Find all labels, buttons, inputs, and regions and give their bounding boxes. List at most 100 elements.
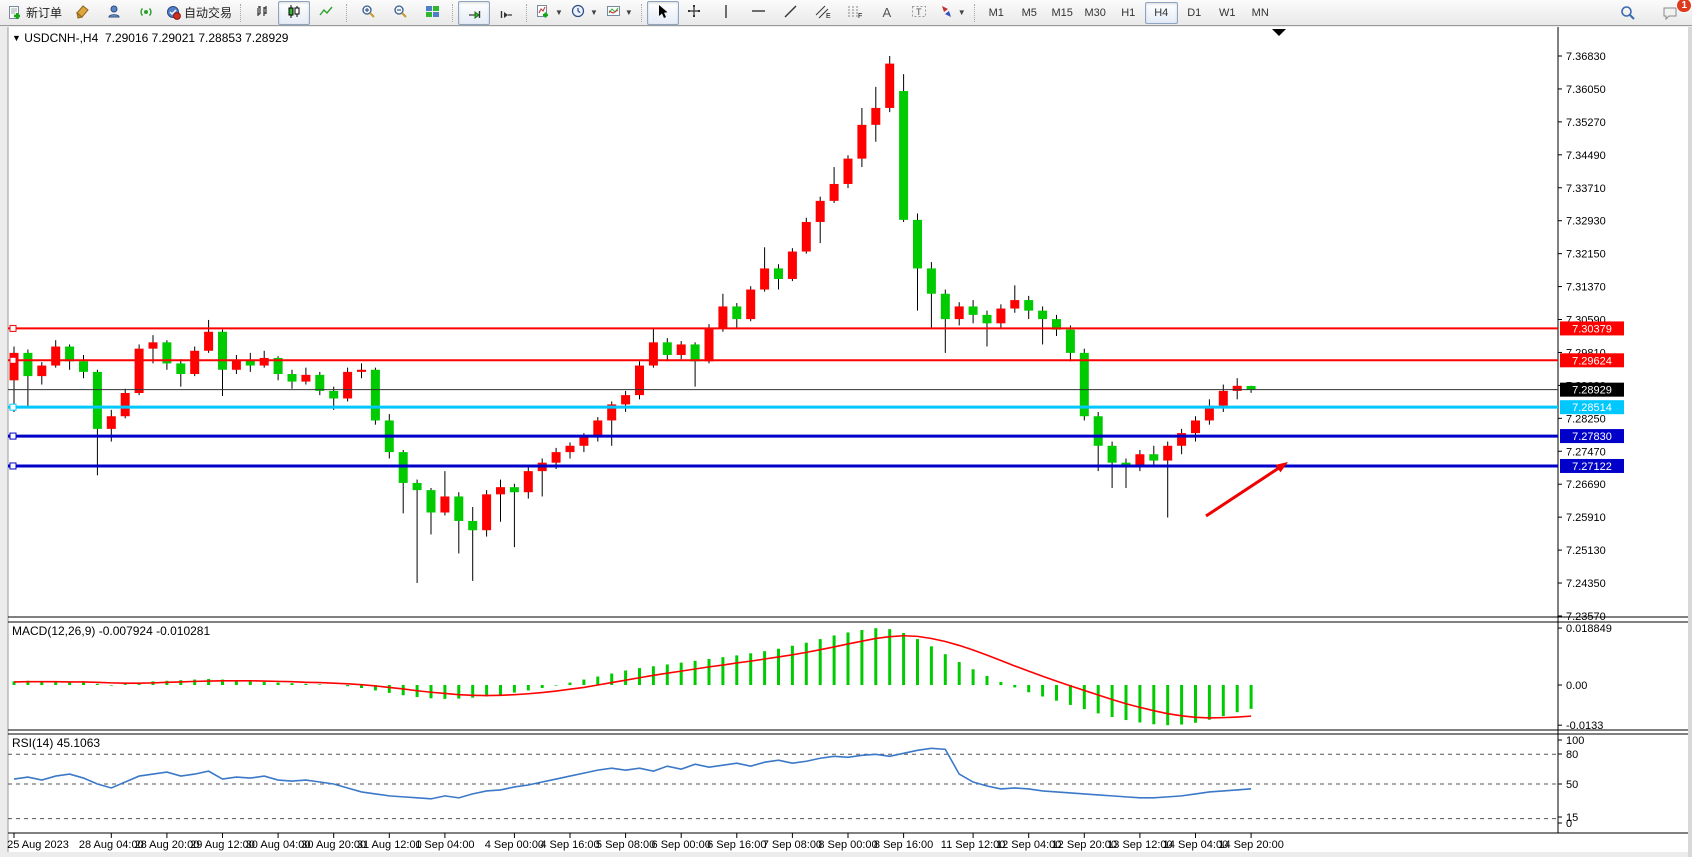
timeframe-m1-button[interactable]: M1 <box>988 6 1004 19</box>
candlestick-chart-button[interactable] <box>278 0 311 25</box>
svg-text:4 Sep 00:00: 4 Sep 00:00 <box>485 839 544 851</box>
rsi-value: 45.1063 <box>56 736 101 750</box>
svg-text:5 Sep 08:00: 5 Sep 08:00 <box>596 839 655 851</box>
timeframe-m15-button[interactable]: M15 <box>1051 6 1073 19</box>
svg-text:30 Aug 20:00: 30 Aug 20:00 <box>301 839 366 851</box>
timeframe-h1-button[interactable]: H1 <box>1121 6 1136 19</box>
vertical-line-icon <box>719 4 734 22</box>
profile-icon <box>107 4 122 22</box>
svg-text:1 Sep 04:00: 1 Sep 04:00 <box>415 839 474 851</box>
one-click-collapse-icon[interactable]: ▼ <box>12 33 21 43</box>
svg-text:F: F <box>858 13 862 19</box>
timeframe-w1-button[interactable]: W1 <box>1218 6 1236 19</box>
svg-text:25 Aug 2023: 25 Aug 2023 <box>7 839 69 851</box>
chart-symbol: USDCNH-,H4 <box>24 31 99 45</box>
autotrading-button[interactable]: 自动交易 <box>162 1 236 25</box>
svg-text:30 Aug 04:00: 30 Aug 04:00 <box>246 839 311 851</box>
timeframe-m30-button[interactable]: M30 <box>1084 6 1106 19</box>
svg-text:E: E <box>826 13 831 19</box>
autoscroll-icon <box>467 4 482 22</box>
macd-indicator-label: MACD(12,26,9) -0.007924 -0.010281 <box>12 624 210 638</box>
trend-arrow-object[interactable] <box>1205 462 1288 518</box>
svg-text:8 Sep 00:00: 8 Sep 00:00 <box>818 839 877 851</box>
svg-text:50: 50 <box>1566 779 1578 791</box>
templates-button[interactable]: ▼ <box>602 1 637 25</box>
svg-text:0.018849: 0.018849 <box>1566 623 1612 635</box>
timeframe-m5-button[interactable]: M5 <box>1021 6 1037 19</box>
svg-text:11 Sep 12:00: 11 Sep 12:00 <box>941 839 1006 851</box>
crosshair-tool-button[interactable] <box>679 1 711 25</box>
text-label-icon: T <box>911 4 927 22</box>
rsi-name: RSI(14) <box>12 736 54 750</box>
autotrading-label: 自动交易 <box>184 6 233 20</box>
toolbar-separator <box>640 3 643 22</box>
svg-text:7.26690: 7.26690 <box>1566 479 1606 491</box>
text-tool-icon: A <box>882 5 892 20</box>
indicators-icon <box>536 4 551 22</box>
vertical-line-tool-button[interactable] <box>711 1 743 25</box>
svg-text:15: 15 <box>1566 812 1578 824</box>
horizontal-line-tool-button[interactable] <box>743 1 775 25</box>
line-chart-button[interactable] <box>310 1 342 25</box>
periods-button[interactable]: ▼ <box>567 1 602 25</box>
profile-button[interactable] <box>98 1 130 25</box>
svg-text:7.30379: 7.30379 <box>1572 323 1612 335</box>
rsi-pane: 100 80 50 150 <box>8 735 1584 830</box>
trendline-icon <box>783 4 798 22</box>
svg-text:7.27470: 7.27470 <box>1566 446 1606 458</box>
channel-icon: E <box>815 4 831 22</box>
horizontal-line-object[interactable]: 7.27830 <box>8 429 1624 444</box>
timeframe-d1-button[interactable]: D1 <box>1187 6 1202 19</box>
macd-name: MACD(12,26,9) <box>12 624 96 638</box>
svg-text:7 Sep 08:00: 7 Sep 08:00 <box>763 839 822 851</box>
svg-text:7.31370: 7.31370 <box>1566 282 1606 294</box>
zoom-in-button[interactable] <box>352 1 384 25</box>
horizontal-line-object[interactable]: 7.27122 <box>8 458 1624 473</box>
autoscroll-button[interactable] <box>458 0 491 25</box>
chart-shift-marker[interactable] <box>1272 29 1286 36</box>
trendline-tool-button[interactable] <box>775 1 807 25</box>
bar-chart-button[interactable] <box>246 1 278 25</box>
cursor-tool-button[interactable] <box>646 0 679 25</box>
text-tool-button[interactable]: A <box>871 1 903 25</box>
candlesticks <box>9 56 1256 584</box>
svg-text:7.28929: 7.28929 <box>1572 385 1612 397</box>
horizontal-line-object[interactable]: 7.30379 <box>8 321 1624 336</box>
chart-shift-icon <box>499 4 514 22</box>
signals-icon <box>139 4 154 22</box>
horizontal-line-object[interactable]: 7.28514 <box>8 400 1624 415</box>
notifications-button[interactable]: 1 <box>1654 0 1692 26</box>
text-label-tool-button[interactable]: T <box>903 1 935 25</box>
horizontal-line-object[interactable]: 7.29624 <box>8 353 1624 368</box>
chart-title: ▼ USDCNH-,H4 7.29016 7.29021 7.28853 7.2… <box>12 31 288 45</box>
svg-text:7.36050: 7.36050 <box>1566 84 1606 96</box>
fibonacci-tool-button[interactable]: F <box>839 1 871 25</box>
svg-text:28 Aug 04:00: 28 Aug 04:00 <box>79 839 144 851</box>
timeframe-h4-button[interactable]: H4 <box>1144 1 1178 24</box>
indicators-button[interactable]: ▼ <box>532 1 567 25</box>
arrows-tool-button[interactable]: ▼ <box>935 1 970 25</box>
rsi-line <box>13 747 1252 800</box>
toolbar-separator <box>346 3 348 22</box>
search-button[interactable] <box>1612 2 1644 26</box>
svg-text:7.33710: 7.33710 <box>1566 183 1606 195</box>
tile-windows-button[interactable] <box>416 1 448 25</box>
timeframe-mn-button[interactable]: MN <box>1251 6 1269 19</box>
chart-shift-button[interactable] <box>490 1 522 25</box>
styler-button[interactable] <box>66 1 98 25</box>
zoom-out-button[interactable] <box>384 1 416 25</box>
svg-text:0: 0 <box>1566 818 1572 830</box>
svg-text:100: 100 <box>1566 735 1584 747</box>
new-order-button[interactable]: 新订单 <box>4 1 66 25</box>
svg-text:7.25130: 7.25130 <box>1566 545 1606 557</box>
svg-text:12 Sep 04:00: 12 Sep 04:00 <box>996 839 1061 851</box>
fibonacci-icon: F <box>847 4 863 22</box>
toolbar-separator <box>452 3 454 22</box>
equidistant-channel-tool-button[interactable]: E <box>807 1 839 25</box>
signals-button[interactable] <box>130 1 162 25</box>
svg-text:31 Aug 12:00: 31 Aug 12:00 <box>357 839 422 851</box>
chevron-down-icon: ▼ <box>555 8 563 17</box>
